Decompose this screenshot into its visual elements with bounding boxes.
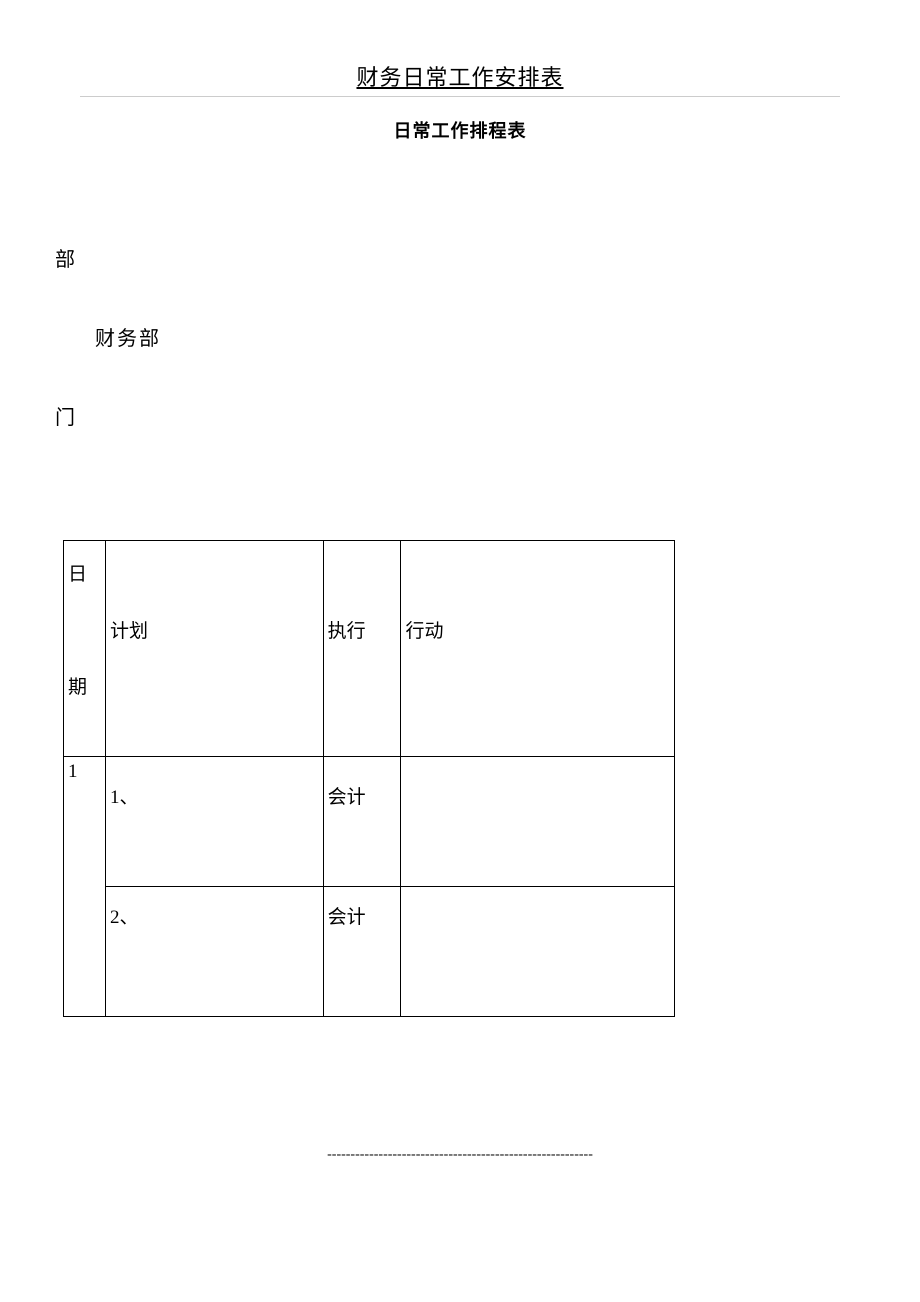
department-label-char2: 门 [55, 401, 860, 430]
header-date-vertical: 日 期 [68, 559, 101, 699]
page-container: 财务日常工作安排表 日常工作排程表 部 财务部 门 日 期 计划 执行 行动 1… [0, 0, 920, 1203]
header-action: 行动 [401, 541, 675, 757]
department-label-char1: 部 [55, 243, 860, 272]
cell-execute: 会计 [323, 887, 401, 1017]
header-date-char1: 日 [68, 559, 101, 586]
cell-action [401, 757, 675, 887]
cell-plan: 1、 [105, 757, 323, 887]
cell-action [401, 887, 675, 1017]
footer-separator: ----------------------------------------… [60, 1147, 860, 1163]
table-row: 1 1、 会计 [64, 757, 675, 887]
document-title-wrapper: 财务日常工作安排表 [80, 60, 840, 97]
cell-plan: 2、 [105, 887, 323, 1017]
header-date-char2: 期 [68, 672, 101, 699]
cell-date: 1 [64, 757, 106, 1017]
document-subtitle: 日常工作排程表 [60, 117, 860, 143]
schedule-table: 日 期 计划 执行 行动 1 1、 会计 2、 会计 [63, 540, 675, 1017]
header-plan: 计划 [105, 541, 323, 757]
department-value: 财务部 [95, 322, 860, 351]
table-row: 2、 会计 [64, 887, 675, 1017]
header-date: 日 期 [64, 541, 106, 757]
department-section: 部 财务部 门 [55, 243, 860, 430]
table-header-row: 日 期 计划 执行 行动 [64, 541, 675, 757]
cell-execute: 会计 [323, 757, 401, 887]
document-title: 财务日常工作安排表 [356, 60, 563, 92]
header-execute: 执行 [323, 541, 401, 757]
